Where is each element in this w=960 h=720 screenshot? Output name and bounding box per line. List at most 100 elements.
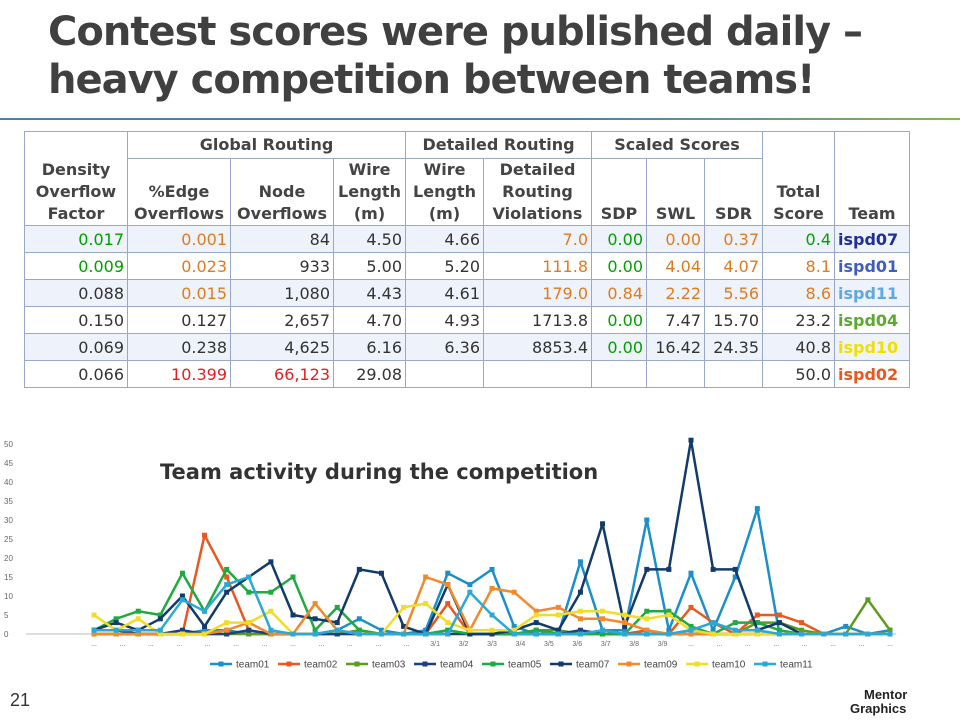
data-point	[423, 631, 429, 637]
table-cell: 66,123	[230, 360, 334, 388]
series-team11	[91, 574, 893, 637]
data-point	[179, 597, 185, 603]
data-point	[843, 631, 849, 637]
table-cell: 4.70	[333, 306, 406, 334]
data-point	[533, 631, 539, 637]
data-point	[246, 627, 252, 633]
table-cell: 2.22	[646, 279, 705, 307]
legend-item: team07	[550, 660, 610, 671]
data-point	[268, 559, 274, 565]
data-point	[754, 620, 760, 626]
legend-item: team05	[482, 660, 542, 671]
data-point	[467, 582, 473, 588]
data-point	[577, 589, 583, 595]
data-point	[91, 627, 97, 633]
table-cell: 4.07	[704, 252, 763, 280]
table-cell: 6.36	[405, 333, 484, 361]
data-point	[445, 631, 451, 637]
data-point	[224, 574, 230, 580]
data-point	[688, 631, 694, 637]
data-point	[865, 631, 871, 637]
data-point	[710, 566, 716, 572]
table-row: 0.017 0.001 84 4.50 4.66 7.0 0.00 0.00 0.37 0.4 is…	[24, 225, 910, 253]
data-point	[334, 631, 340, 637]
table-cell: 0.00	[591, 333, 647, 361]
data-point	[334, 604, 340, 610]
data-point	[622, 627, 628, 633]
data-point	[533, 620, 539, 626]
data-point	[489, 631, 495, 637]
table-cell: 4.04	[646, 252, 705, 280]
legend-marker	[626, 661, 632, 667]
data-point	[511, 631, 517, 637]
data-point	[224, 589, 230, 595]
data-point	[312, 627, 318, 633]
table-cell: 0.015	[127, 279, 231, 307]
x-tick-label: ...	[91, 641, 97, 648]
data-point	[135, 608, 141, 614]
data-point	[666, 627, 672, 633]
data-point	[268, 608, 274, 614]
scores-table: Global Routing Detailed Routing Scaled S…	[24, 131, 910, 388]
legend-marker	[422, 661, 428, 667]
data-point	[113, 620, 119, 626]
legend-marker	[218, 661, 224, 667]
legend-label: team01	[236, 660, 270, 671]
data-point	[157, 627, 163, 633]
data-point	[688, 623, 694, 629]
data-point	[511, 627, 517, 633]
legend-label: team03	[372, 660, 406, 671]
legend-marker	[762, 661, 768, 667]
data-point	[666, 631, 672, 637]
x-tick-label: ...	[205, 641, 211, 648]
table-column-header: Wire Length (m)	[405, 158, 484, 226]
legend-item: team11	[754, 660, 813, 671]
team-cell: ispd11	[834, 279, 910, 307]
table-cell: 0.00	[591, 252, 647, 280]
x-tick-label: 3/2	[459, 641, 469, 648]
table-cell: 7.47	[646, 306, 705, 334]
data-point	[622, 612, 628, 618]
x-tick-label: ...	[830, 641, 836, 648]
data-point	[224, 582, 230, 588]
legend-item: team09	[618, 660, 678, 671]
team-cell: ispd10	[834, 333, 910, 361]
data-point	[312, 601, 318, 607]
team-cell: ispd07	[834, 225, 910, 253]
data-point	[290, 612, 296, 618]
x-tick-label: 3/5	[544, 641, 554, 648]
table-cell	[704, 360, 763, 388]
legend-label: team04	[440, 660, 474, 671]
data-point	[423, 601, 429, 607]
x-tick-label: ...	[717, 641, 723, 648]
data-point	[799, 631, 805, 637]
data-point	[489, 566, 495, 572]
y-tick-label: 25	[4, 535, 13, 544]
data-point	[489, 627, 495, 633]
table-cell: 4.61	[405, 279, 484, 307]
x-tick-label: ...	[262, 641, 268, 648]
data-point	[401, 604, 407, 610]
data-point	[577, 608, 583, 614]
title-divider	[0, 118, 960, 120]
data-point	[732, 627, 738, 633]
data-point	[91, 631, 97, 637]
data-point	[445, 627, 451, 633]
legend-label: team07	[576, 660, 610, 671]
table-cell: 0.150	[24, 306, 128, 334]
data-point	[401, 623, 407, 629]
data-point	[290, 631, 296, 637]
slide-title: Contest scores were published daily – he…	[48, 8, 928, 104]
data-point	[710, 620, 716, 626]
table-cell: 40.8	[762, 333, 835, 361]
data-point	[202, 532, 208, 538]
data-point	[776, 612, 782, 618]
chart-legend: team01 team02 team03 team04 team05 team07 team…	[210, 660, 813, 671]
data-point	[135, 627, 141, 633]
legend-label: team02	[304, 660, 338, 671]
data-point	[356, 631, 362, 637]
data-point	[776, 631, 782, 637]
data-point	[268, 631, 274, 637]
table-column-header-row: Density Overflow Factor %Edge Overflows Node O…	[24, 158, 910, 226]
table-cell: 0.00	[591, 225, 647, 253]
